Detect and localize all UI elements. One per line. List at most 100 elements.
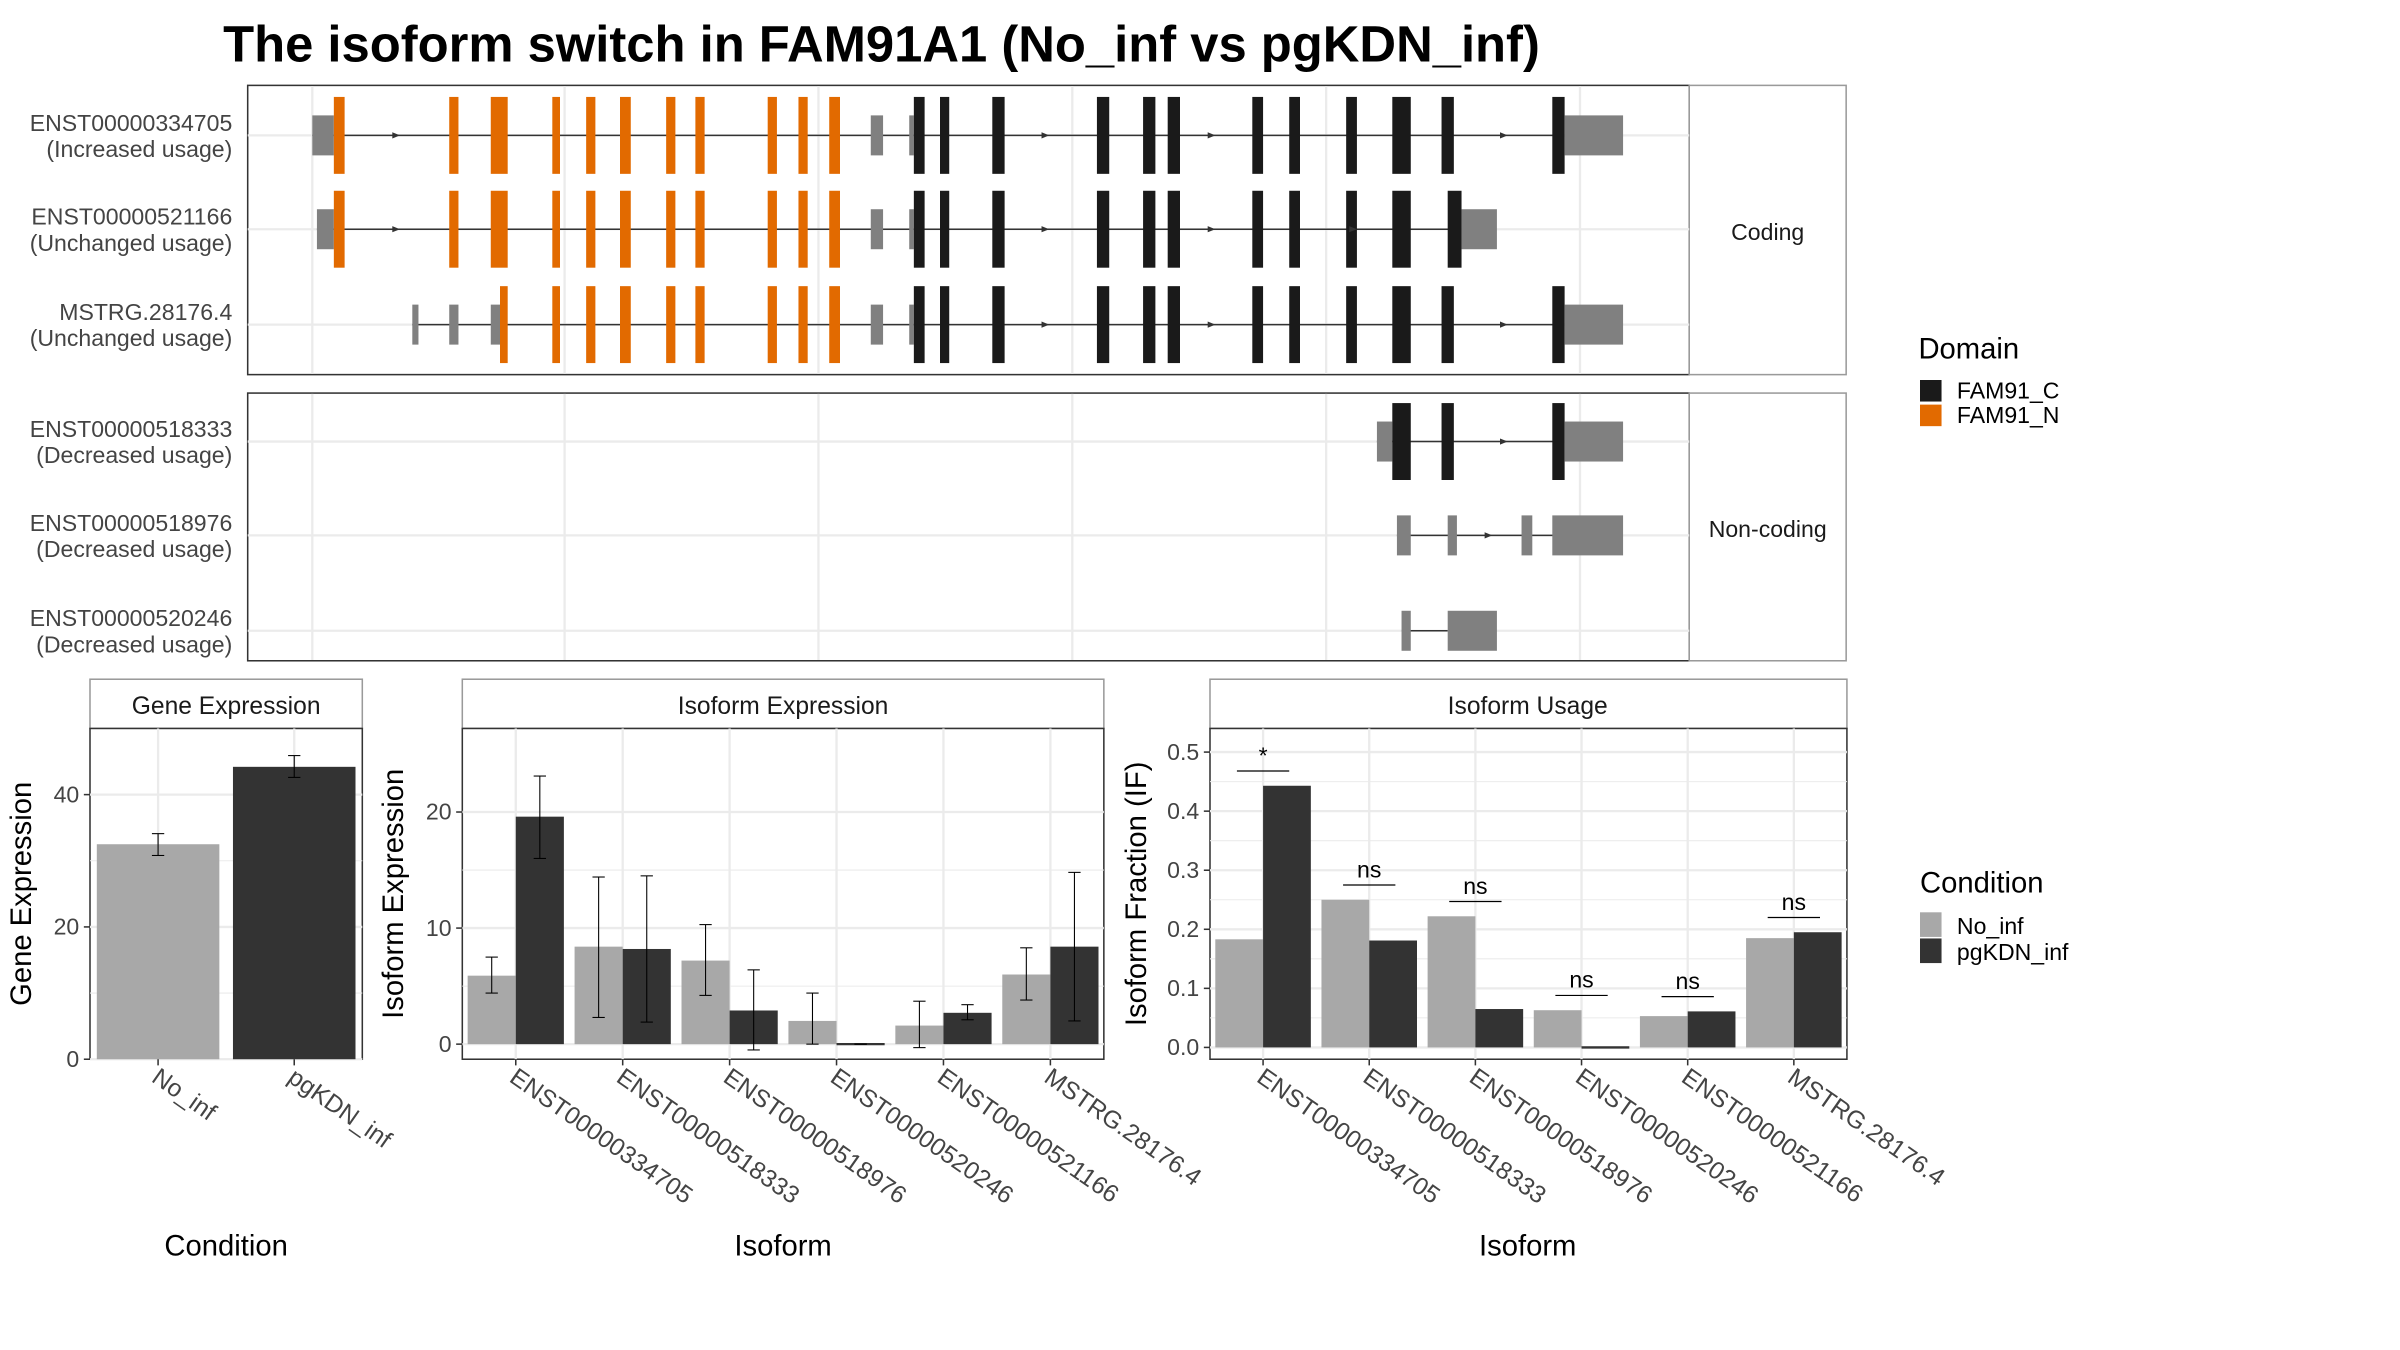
fam91-n-exon: [490, 190, 508, 268]
x-tick-label: ENST00000520246: [825, 1064, 1018, 1210]
strand-arrow: [1207, 226, 1216, 233]
utr-block: [870, 304, 884, 345]
isoform-structure-panel: Coding Non-coding ENST00000334705(Increa…: [30, 84, 1847, 662]
fam91-n-exon: [767, 286, 777, 364]
fam91-c-exon: [1143, 190, 1156, 268]
domain-legend-title: Domain: [1918, 333, 2019, 365]
y-tick-label: 0.4: [1167, 798, 1199, 824]
fam91-c-exon: [992, 190, 1005, 268]
x-tick-label: ENST00000521166: [932, 1064, 1123, 1209]
strand-arrow: [1207, 321, 1216, 328]
bar: [1263, 785, 1311, 1048]
transcript-id-label: ENST00000521166: [31, 204, 232, 230]
fam91-c-exon: [1552, 403, 1565, 480]
fam91-n-exon: [695, 96, 705, 174]
gene-expression-strip-label: Gene Expression: [132, 693, 321, 720]
strand-arrow: [1500, 438, 1508, 445]
fam91-c-exon: [1392, 286, 1411, 364]
fam91-c-exon: [940, 96, 950, 174]
fam91-c-exon: [992, 286, 1005, 364]
gene-expression-strip: [89, 678, 364, 730]
domain-legend: Domain FAM91_C FAM91_N: [1918, 333, 2059, 428]
isoform-expression-panel: Isoform Expression 01020ENST00000334705E…: [378, 678, 1206, 1262]
x-tick-label: ENST00000520246: [1570, 1064, 1763, 1210]
fam91-c-exon: [1167, 190, 1180, 268]
significance-label: ns: [1782, 889, 1806, 915]
utr-block: [312, 115, 334, 156]
transcript-enst00000518333: [1376, 403, 1624, 480]
y-tick-label: 10: [426, 915, 452, 941]
transcript-id-label: ENST00000334705: [30, 110, 233, 136]
utr-block: [1447, 610, 1497, 651]
x-tick-label: ENST00000334705: [505, 1064, 698, 1210]
x-tick-label: ENST00000518976: [1464, 1064, 1657, 1210]
x-tick-label: ENST00000518333: [612, 1064, 805, 1210]
bar: [1369, 940, 1417, 1048]
fam91-c-exon: [1167, 286, 1180, 364]
isoform-usage-y-label: Isoform Fraction (IF): [1121, 762, 1153, 1027]
fam91-c-exon: [1392, 403, 1411, 480]
fam91-n-exon: [620, 96, 631, 174]
isoform-expression-x-label: Isoform: [734, 1230, 831, 1262]
legend-label-fam91-n: FAM91_N: [1957, 402, 2060, 428]
bar: [96, 844, 220, 1060]
fam91-n-exon: [666, 286, 676, 364]
isoform-expression-strip-label: Isoform Expression: [678, 693, 889, 720]
figure-title: The isoform switch in FAM91A1 (No_inf vs…: [223, 16, 1540, 73]
transcript-enst00000518976: [1396, 515, 1624, 556]
transcript-usage-label: (Decreased usage): [36, 442, 232, 468]
fam91-c-exon: [1392, 190, 1411, 268]
fam91-n-exon: [490, 96, 508, 174]
fam91-c-exon: [1346, 96, 1357, 174]
fam91-n-exon: [552, 286, 560, 364]
transcript-enst00000520246: [1401, 610, 1497, 651]
utr-block: [1521, 515, 1533, 556]
isoform-expression-strip: [461, 678, 1105, 730]
significance-label: *: [1259, 742, 1268, 768]
utr-block: [1552, 515, 1624, 556]
utr-block: [449, 304, 459, 345]
isoform-usage-plot-area: [1209, 727, 1848, 1060]
bar: [1427, 916, 1476, 1048]
y-tick-label: 0.0: [1167, 1034, 1199, 1060]
strand-arrow: [1041, 132, 1050, 139]
transcript-usage-label: (Unchanged usage): [30, 325, 233, 351]
fam91-c-exon: [1289, 96, 1300, 174]
legend-label-pgkdn-inf: pgKDN_inf: [1957, 939, 2069, 965]
fam91-n-exon: [586, 190, 596, 268]
fam91-c-exon: [1447, 190, 1462, 268]
bar: [232, 766, 356, 1060]
fam91-c-exon: [940, 286, 950, 364]
y-tick-label: 40: [54, 781, 80, 807]
strand-arrow: [392, 226, 400, 233]
y-tick-label: 0.5: [1167, 739, 1199, 765]
x-tick-label: ENST00000334705: [1252, 1064, 1445, 1210]
fam91-n-exon: [586, 96, 596, 174]
condition-legend: Condition No_inf pgKDN_inf: [1920, 867, 2069, 965]
utr-block: [909, 304, 914, 345]
y-tick-label: 0: [439, 1031, 452, 1057]
strand-arrow: [1041, 321, 1050, 328]
fam91-n-exon: [666, 190, 676, 268]
transcript-enst00000334705: [312, 96, 1624, 174]
transcript-id-label: ENST00000518333: [30, 416, 233, 442]
bar: [1793, 932, 1842, 1048]
x-tick-label: ENST00000518333: [1358, 1064, 1551, 1210]
significance-label: ns: [1676, 968, 1700, 994]
isoform-expression-y-label: Isoform Expression: [378, 769, 410, 1019]
y-tick-label: 0.1: [1167, 975, 1199, 1001]
legend-key-fam91-n: [1920, 404, 1942, 427]
fam91-n-exon: [449, 96, 459, 174]
strand-arrow: [1500, 321, 1508, 328]
fam91-n-exon: [767, 96, 777, 174]
strand-arrow: [1041, 226, 1050, 233]
transcript-usage-label: (Decreased usage): [36, 631, 232, 657]
fam91-c-exon: [1552, 286, 1565, 364]
legend-key-fam91-c: [1920, 380, 1942, 402]
legend-label-no-inf: No_inf: [1957, 913, 2024, 939]
utr-block: [909, 209, 914, 250]
noncoding-facet-strip: [1688, 392, 1847, 662]
fam91-n-exon: [829, 190, 840, 268]
isoform-usage-panel: Isoform Usage * ns ns ns ns ns 0.0 0.1 0.2 0.3 0.4…: [1121, 678, 1949, 1262]
bar: [1475, 1009, 1524, 1048]
